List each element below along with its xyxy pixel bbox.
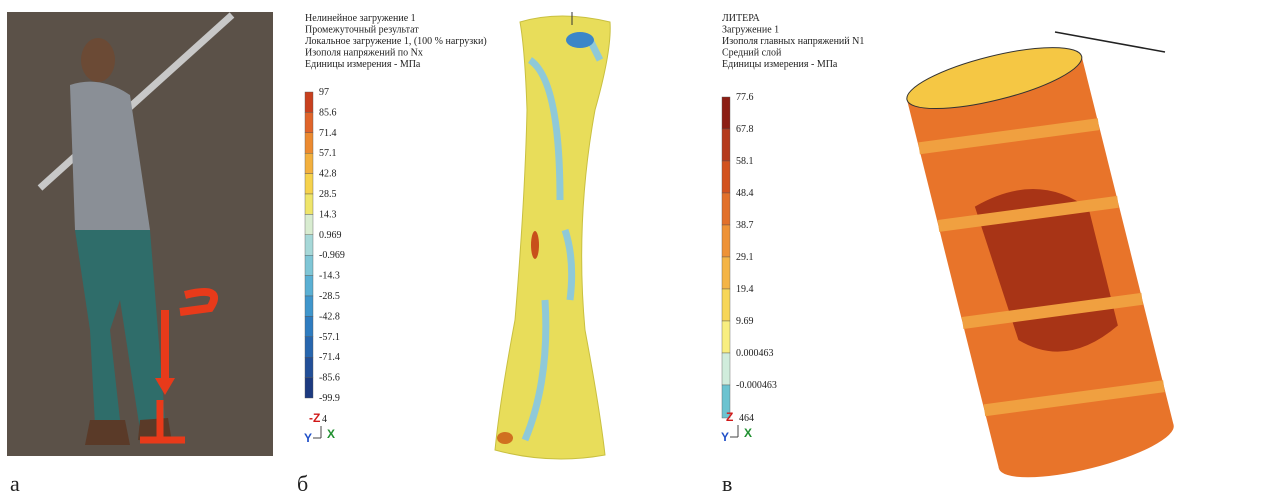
header-line: Изополя главных напряжений N1 <box>722 36 864 47</box>
header-line: Единицы измерения - МПа <box>722 59 838 70</box>
header-line: Средний слой <box>722 48 782 59</box>
legend-label: 85.6 <box>319 107 337 118</box>
legend-label: 42.8 <box>319 169 337 180</box>
legend-swatch <box>305 92 313 112</box>
axis-arrows <box>313 426 321 438</box>
legend-swatch <box>305 174 313 194</box>
bone-stress-spot <box>531 231 539 259</box>
axis-x: X <box>744 426 752 440</box>
legend-swatch <box>722 353 730 385</box>
legend-swatch <box>305 235 313 255</box>
bone-stress-spot <box>497 432 513 444</box>
axis-y: Y <box>721 430 729 444</box>
legend-label: 29.1 <box>736 252 754 263</box>
legend-swatch <box>305 133 313 153</box>
axis-note: 464 <box>739 413 754 424</box>
header-line: Изополя напряжений по Nx <box>305 48 423 59</box>
legend-label: 67.8 <box>736 124 754 135</box>
bone-model <box>495 16 610 459</box>
caption: б <box>297 471 308 496</box>
cylinder-model <box>902 35 1179 490</box>
legend-label: 57.1 <box>319 148 337 159</box>
legend-label: 71.4 <box>319 128 337 139</box>
legend-label: 48.4 <box>736 188 754 199</box>
legend-swatch <box>305 255 313 275</box>
legend-swatch <box>722 97 730 129</box>
legend-label: 19.4 <box>736 284 754 295</box>
legend-swatch <box>722 289 730 321</box>
legend-swatch <box>722 257 730 289</box>
legend-label: -28.5 <box>319 291 340 302</box>
legend-swatch <box>305 153 313 173</box>
legend-label: 58.1 <box>736 156 754 167</box>
caption: а <box>10 471 20 496</box>
legend-label: 97 <box>319 87 329 98</box>
legend-label: -71.4 <box>319 352 340 363</box>
axis-y: Y <box>304 431 312 445</box>
legend-swatch <box>305 276 313 296</box>
legend-label: -57.1 <box>319 332 340 343</box>
bone-stress-spot <box>566 32 594 48</box>
legend-swatch <box>305 357 313 377</box>
legend-label: 38.7 <box>736 220 754 231</box>
axis-note: 4 <box>322 414 327 425</box>
legend-label: 0.969 <box>319 230 342 241</box>
legend-swatch <box>722 225 730 257</box>
axis-z: Z <box>726 410 733 424</box>
header-line: Загружение 1 <box>722 25 779 36</box>
legend-label: -0.969 <box>319 250 345 261</box>
legend-swatch <box>722 193 730 225</box>
legend-swatch <box>722 129 730 161</box>
legend-label: -85.6 <box>319 373 340 384</box>
legend-swatch <box>722 321 730 353</box>
legend-label: -42.8 <box>319 311 340 322</box>
header-line: ЛИТЕРА <box>722 13 761 24</box>
legend-swatch <box>305 112 313 132</box>
legend-label: 0.000463 <box>736 348 774 359</box>
legend-swatch <box>305 337 313 357</box>
legend-swatch <box>305 194 313 214</box>
header-line: Нелинейное загружение 1 <box>305 13 416 24</box>
legend-label: 14.3 <box>319 209 337 220</box>
legend-swatch <box>305 378 313 398</box>
header-line: Промежуточный результат <box>305 25 419 36</box>
header-line: Единицы измерения - МПа <box>305 59 421 70</box>
axis-z: -Z <box>309 411 320 425</box>
legend-label: 77.6 <box>736 92 754 103</box>
legend-swatch <box>305 296 313 316</box>
axis-arrows <box>730 425 738 437</box>
figure: а б в Нелинейное загружение 1Промежуточный … <box>0 0 1269 496</box>
legend-swatch <box>305 316 313 336</box>
legend-label: -0.000463 <box>736 380 777 391</box>
axis-x: X <box>327 427 335 441</box>
legend-label: -14.3 <box>319 271 340 282</box>
caption: в <box>722 471 732 496</box>
header-line: Локальное загружение 1, (100 % нагрузки) <box>305 36 487 47</box>
legend-label: 28.5 <box>319 189 337 200</box>
legend-swatch <box>722 161 730 193</box>
legend-swatch <box>305 214 313 234</box>
legend-label: -99.9 <box>319 393 340 404</box>
legend-label: 9.69 <box>736 316 754 327</box>
